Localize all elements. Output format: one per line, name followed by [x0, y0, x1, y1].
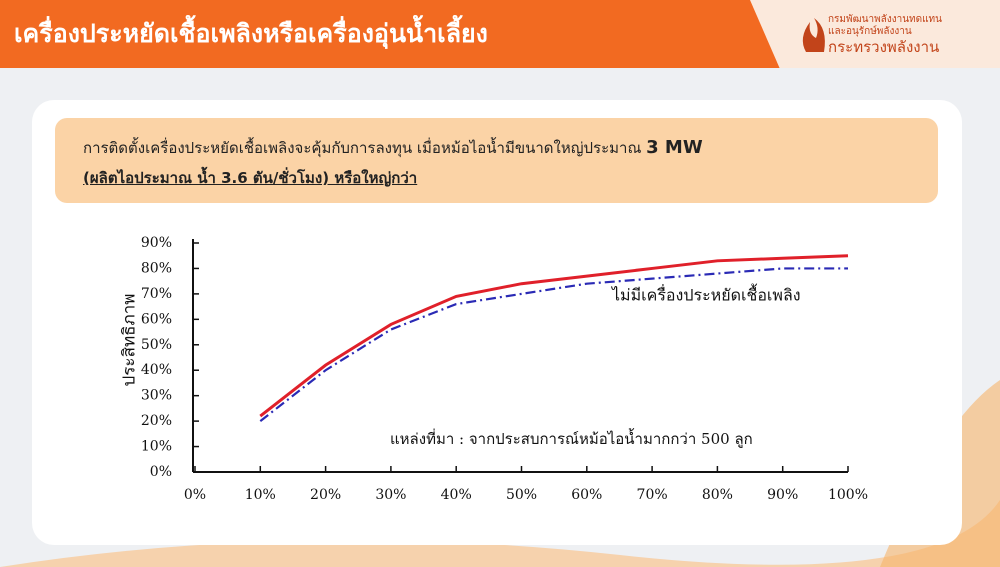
- y-axis-label: ประสิทธิภาพ: [120, 294, 140, 387]
- y-tick-label: 90%: [141, 235, 172, 251]
- y-tick-label: 30%: [141, 388, 172, 404]
- x-tick-label: 60%: [571, 487, 602, 503]
- series-label: ไม่มีเครื่องประหยัดเชื้อเพลิง: [610, 284, 801, 305]
- y-tick-label: 50%: [141, 337, 172, 353]
- x-tick-label: 40%: [441, 487, 472, 503]
- y-tick-label: 40%: [141, 362, 172, 378]
- y-tick-label: 0%: [150, 464, 172, 480]
- x-tick-label: 20%: [310, 487, 341, 503]
- callout-bold: 3 MW: [646, 137, 703, 158]
- logo-line: กระทรวงพลังงาน: [828, 38, 940, 56]
- series-line: [259, 254, 849, 418]
- y-tick-label: 60%: [141, 311, 172, 327]
- callout-line: (ผลิตไอประมาณ น้ำ 3.6 ตัน/ชั่วโมง) หรือใ…: [83, 169, 418, 187]
- annotation: แหล่งที่มา : จากประสบการณ์หม้อไอน้ำมากกว…: [390, 428, 753, 448]
- y-tick-label: 80%: [141, 260, 172, 276]
- callout-line: การติดตั้งเครื่องประหยัดเชื้อเพลิงจะคุ้ม…: [83, 136, 703, 160]
- x-tick-label: 0%: [184, 487, 206, 503]
- x-tick-label: 30%: [375, 487, 406, 503]
- header-band: [0, 0, 1000, 68]
- callout-text: การติดตั้งเครื่องประหยัดเชื้อเพลิงจะคุ้ม…: [83, 139, 647, 157]
- logo-line: และอนุรักษ์พลังงาน: [828, 26, 912, 37]
- y-tick-label: 70%: [141, 286, 172, 302]
- logo-line: กรมพัฒนาพลังงานทดแทน: [828, 14, 942, 25]
- series-line: [259, 267, 848, 422]
- page-title: เครื่องประหยัดเชื้อเพลิงหรือเครื่องอุ่นน…: [14, 19, 488, 48]
- x-tick-label: 80%: [702, 487, 733, 503]
- y-tick-label: 10%: [141, 439, 172, 455]
- y-tick-label: 20%: [141, 413, 172, 429]
- x-tick-label: 100%: [828, 487, 868, 503]
- logo-text: กรมพัฒนาพลังงานทดแทน และอนุรักษ์พลังงาน …: [828, 14, 942, 56]
- callout: การติดตั้งเครื่องประหยัดเชื้อเพลิงจะคุ้ม…: [55, 118, 938, 203]
- x-tick-label: 10%: [245, 487, 276, 503]
- x-tick-label: 90%: [767, 487, 798, 503]
- x-tick-label: 50%: [506, 487, 537, 503]
- x-tick-label: 70%: [637, 487, 668, 503]
